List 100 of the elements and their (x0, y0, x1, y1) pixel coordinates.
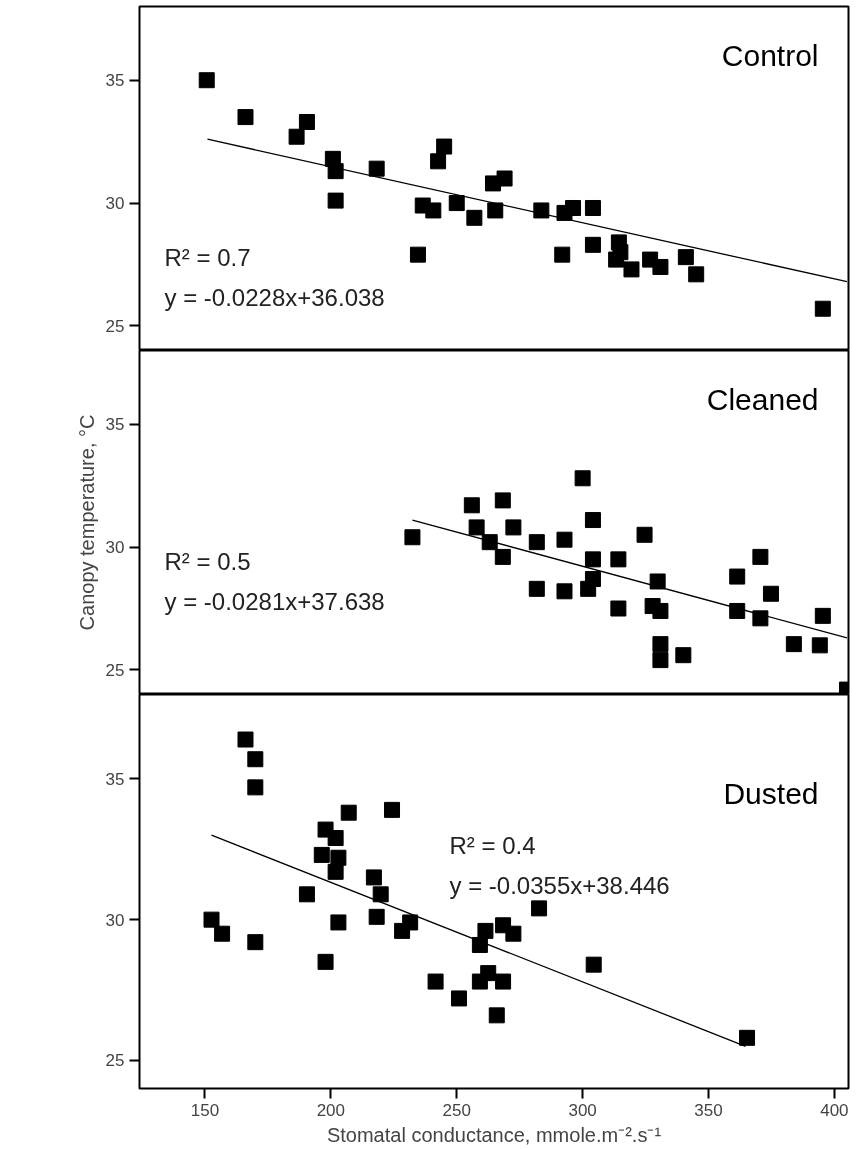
point (487, 202, 504, 219)
point (427, 973, 444, 990)
x-tick-label: 250 (442, 1100, 471, 1120)
point (317, 953, 334, 970)
point (330, 914, 347, 931)
point (580, 580, 597, 597)
point (610, 600, 627, 617)
point (608, 251, 625, 268)
point (785, 636, 802, 653)
text: Dusted (723, 776, 819, 810)
point (247, 779, 264, 796)
point (495, 973, 512, 990)
y-tick-label: 35 (105, 71, 125, 91)
point (505, 519, 522, 536)
point (451, 990, 467, 1007)
point (436, 138, 453, 155)
point (610, 551, 627, 568)
point (729, 602, 746, 619)
point (372, 886, 389, 903)
x-tick-label: 300 (568, 1100, 597, 1120)
point (811, 637, 828, 654)
point (814, 607, 831, 624)
y-tick-label: 30 (105, 194, 125, 214)
point (528, 580, 545, 597)
point (584, 512, 601, 529)
point (425, 202, 442, 219)
point (565, 199, 582, 216)
point (448, 195, 465, 212)
point (762, 585, 779, 602)
point (584, 199, 601, 216)
annotation: R² = 0.4 (449, 831, 536, 859)
point (652, 652, 669, 669)
annotation: R² = 0.7 (164, 243, 251, 271)
point (214, 925, 231, 942)
point (528, 534, 545, 551)
y-tick-label: 35 (105, 415, 125, 435)
point (198, 72, 215, 89)
annotation: y = -0.0281x+37.638 (164, 587, 385, 615)
point (327, 830, 344, 847)
point (330, 849, 347, 866)
point (327, 192, 344, 209)
point (494, 548, 511, 565)
point (481, 534, 498, 551)
point (494, 492, 511, 509)
point (554, 246, 571, 263)
point (505, 925, 522, 942)
point (652, 258, 669, 275)
y-tick-label: 30 (105, 538, 125, 558)
x-tick-label: 200 (316, 1100, 346, 1120)
point (623, 261, 640, 278)
point (402, 914, 419, 931)
point (752, 610, 769, 627)
point (384, 801, 401, 818)
point (652, 636, 669, 653)
point (480, 965, 497, 982)
y-tick-label: 35 (105, 769, 125, 789)
point (463, 497, 480, 514)
point (531, 900, 548, 917)
point (237, 109, 254, 126)
y-axis-title: Canopy temperature, °C (75, 414, 98, 631)
point (203, 911, 220, 928)
point (288, 128, 305, 145)
point (729, 568, 746, 585)
y-tick-label: 30 (105, 910, 125, 930)
point (584, 551, 601, 568)
point (675, 647, 692, 664)
annotation: R² = 0.5 (164, 547, 251, 575)
point (466, 209, 483, 226)
point (327, 863, 344, 880)
point (430, 153, 447, 170)
point (313, 846, 330, 863)
annotation: y = -0.0355x+38.446 (449, 871, 670, 899)
text: Control (721, 38, 819, 72)
point (404, 529, 421, 546)
point (496, 170, 513, 187)
point (468, 519, 485, 536)
point (533, 202, 550, 219)
point (814, 300, 831, 317)
x-tick-label: 400 (820, 1100, 849, 1120)
x-axis-title: Stomatal conductance, mmole.m⁻².s⁻¹ (326, 1123, 662, 1146)
point (298, 113, 315, 130)
point (556, 531, 573, 548)
point (368, 160, 385, 177)
point (368, 908, 385, 925)
point (556, 583, 573, 600)
point (688, 266, 705, 283)
point (677, 249, 694, 266)
point (340, 804, 357, 821)
y-tick-label: 25 (105, 660, 125, 680)
text: Cleaned (706, 382, 819, 416)
point (327, 163, 344, 180)
point (365, 869, 382, 886)
point (247, 934, 264, 951)
point (584, 236, 601, 253)
point (752, 548, 769, 565)
point (636, 526, 653, 543)
point (488, 1007, 505, 1024)
point (585, 956, 602, 973)
point (298, 886, 315, 903)
point (574, 470, 591, 487)
